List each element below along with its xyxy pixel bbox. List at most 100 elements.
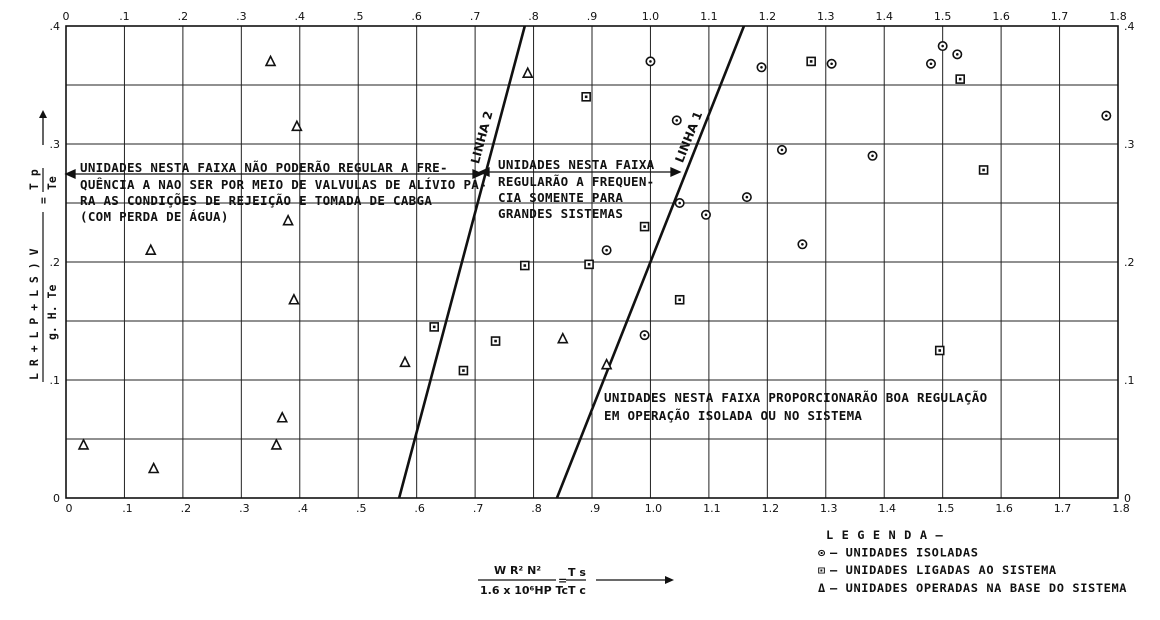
point-triangle-6 (282, 213, 294, 226)
y-label-ratio-num: T p (27, 169, 41, 190)
legend-label-ligadas: – UNIDADES LIGADAS AO SISTEMA (830, 564, 1057, 577)
point-triangle-5 (276, 410, 289, 423)
point-square-dot-10 (955, 74, 966, 84)
point-square-dot-1 (458, 365, 469, 376)
annotation-middle-line-2: REGULARÃO A FREQUEN- (498, 174, 655, 189)
point-square-dot-2 (490, 336, 501, 346)
annotation-left-line-3: RA AS CONDIÇÕES DE REJEIÇÃO E TOMADA DE … (80, 193, 432, 208)
annotation-middle-line-3: CIA SOMENTE PARA (498, 190, 623, 205)
x-tick-bottom-17: 1.7 (1054, 502, 1072, 515)
line-label-0: LINHA 2 (468, 109, 495, 165)
annotation-left-line-4: (COM PERDA DE ÁGUA) (80, 209, 229, 224)
arrowhead-left-end (472, 168, 484, 180)
y-tick-left-2: .2 (50, 256, 61, 269)
region-arrows (64, 166, 682, 180)
x-tick-bottom-6: .6 (414, 502, 425, 515)
point-circle-dot-4 (601, 245, 612, 256)
annotation-middle-line-1: UNIDADES NESTA FAIXA (498, 157, 655, 172)
legend-symbol-isoladas: ⊙ (818, 546, 826, 559)
data-points (77, 41, 1112, 474)
x-tick-top-10: 1.0 (642, 10, 660, 23)
y-tick-right-0: 0 (1124, 492, 1131, 505)
x-tick-top-6: .6 (411, 10, 422, 23)
ticks: 0 .1 .2 .3 .4 .5 .6 .7 .8 .9 1.0 1.1 1.2 1.3 1.4 1.5 1.6… (50, 10, 1135, 515)
point-square-dot-8 (806, 56, 816, 67)
x-tick-top-5: .5 (353, 10, 364, 23)
point-circle-dot-9 (797, 239, 808, 250)
point-square-dot-6 (639, 221, 650, 232)
y-label-denominator: g. H. Te (45, 285, 59, 340)
y-tick-right-2: .2 (1124, 256, 1135, 269)
y-label-ratio-den: Te (45, 176, 59, 190)
x-axis-label: W R² N² 1.6 x 10⁶HP Tc = T s T c (478, 564, 674, 597)
annotation-right: UNIDADES NESTA FAIXA PROPORCIONARÃO BOA … (604, 390, 987, 423)
legend-symbol-ligadas: ⊡ (818, 564, 826, 577)
point-square-dot-9 (934, 345, 945, 356)
point-circle-dot-3 (700, 209, 711, 220)
point-circle-dot-12 (925, 58, 936, 69)
x-tick-bottom-11: 1.1 (703, 502, 721, 515)
x-tick-bottom-9: .9 (590, 502, 601, 515)
x-tick-top-12: 1.2 (759, 10, 777, 23)
point-triangle-2 (147, 461, 160, 474)
y-label-numerator: L R + L P + L S ) V (27, 248, 41, 380)
y-axis-label: L R + L P + L S ) V g. H. Te = T p Te (27, 110, 59, 382)
y-tick-right-1: .1 (1124, 374, 1135, 387)
point-circle-dot-0 (645, 56, 656, 67)
x-tick-bottom-7: .7 (473, 502, 484, 515)
x-tick-bottom-10: 1.0 (645, 502, 663, 515)
x-tick-bottom-2: .2 (181, 502, 192, 515)
legend-symbol-base: Δ (818, 581, 826, 594)
x-tick-top-1: .1 (119, 10, 130, 23)
point-triangle-10 (521, 66, 534, 78)
y-tick-left-0: 0 (53, 492, 60, 505)
point-triangle-9 (399, 355, 411, 368)
annotation-left-line-1: UNIDADES NESTA FAIXA NÃO PODERÃO REGULAR… (80, 160, 448, 175)
x-tick-top-7: .7 (470, 10, 481, 23)
x-tick-top-14: 1.4 (875, 10, 893, 23)
x-tick-bottom-16: 1.6 (995, 502, 1013, 515)
point-circle-dot-14 (952, 49, 963, 60)
arrowhead-left (64, 168, 76, 180)
x-tick-bottom-1: .1 (122, 502, 133, 515)
x-tick-top-3: .3 (236, 10, 247, 23)
point-triangle-4 (270, 438, 283, 450)
x-tick-top-4: .4 (295, 10, 306, 23)
line-linha-1 (555, 25, 746, 499)
point-circle-dot-2 (674, 198, 685, 209)
point-circle-dot-10 (826, 58, 837, 69)
x-tick-bottom-15: 1.5 (937, 502, 955, 515)
point-triangle-7 (288, 292, 300, 305)
point-square-dot-3 (519, 260, 530, 271)
point-triangle-0 (77, 438, 90, 450)
point-circle-dot-8 (776, 144, 787, 155)
x-tick-top-15: 1.5 (934, 10, 952, 23)
annotation-right-line-2: EM OPERAÇÃO ISOLADA OU NO SISTEMA (604, 408, 862, 423)
x-tick-top-2: .2 (178, 10, 189, 23)
point-square-dot-5 (584, 259, 594, 270)
point-square-dot-7 (674, 294, 685, 305)
x-label-equals: = (558, 574, 567, 587)
arrowhead-middle-end (670, 166, 682, 178)
x-tick-top-8: .8 (528, 10, 539, 23)
legend-label-isoladas: – UNIDADES ISOLADAS (830, 546, 979, 559)
x-tick-bottom-5: .5 (356, 502, 367, 515)
x-label-numerator: W R² N² (494, 564, 541, 577)
legend: L E G E N D A – ⊙ – UNIDADES ISOLADAS ⊡ … (818, 528, 1127, 594)
point-circle-dot-15 (1101, 110, 1112, 121)
x-label-ratio-num: T s (568, 566, 586, 579)
annotation-left-line-2: QUÊNCIA A NAO SER POR MEIO DE VALVULAS D… (80, 177, 487, 192)
y-tick-right-3: .3 (1124, 138, 1135, 151)
point-triangle-1 (144, 243, 157, 255)
x-tick-bottom-4: .4 (298, 502, 309, 515)
y-tick-left-1: .1 (50, 374, 61, 387)
x-tick-bottom-3: .3 (239, 502, 250, 515)
x-tick-top-16: 1.6 (992, 10, 1010, 23)
x-tick-bottom-8: .8 (531, 502, 542, 515)
point-circle-dot-5 (639, 330, 650, 341)
x-tick-bottom-14: 1.4 (878, 502, 896, 515)
grid (65, 25, 1119, 499)
point-triangle-3 (264, 54, 277, 67)
x-tick-top-9: .9 (587, 10, 598, 23)
point-square-dot-11 (978, 165, 989, 175)
